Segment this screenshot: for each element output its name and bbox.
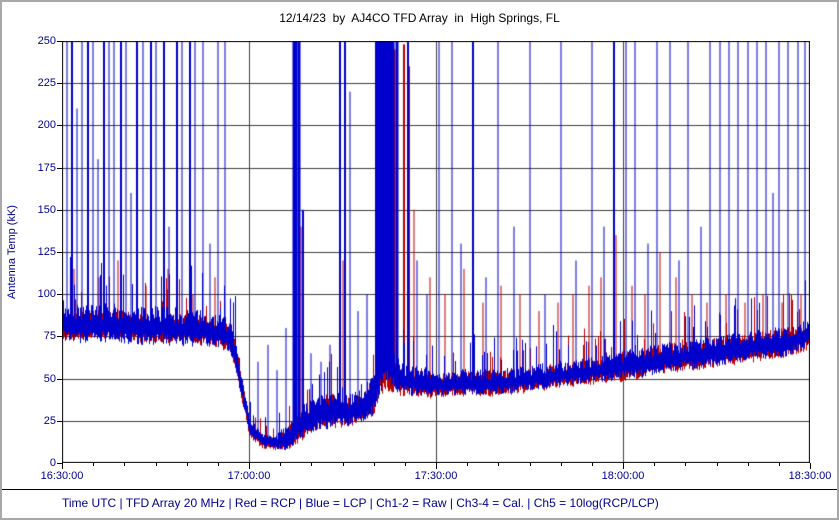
x-tick: [592, 463, 593, 466]
x-tick-label: 17:00:00: [227, 470, 271, 482]
y-tick: [57, 421, 62, 422]
x-tick: [654, 463, 655, 466]
x-tick: [623, 463, 624, 469]
x-tick: [685, 463, 686, 466]
y-tick: [57, 210, 62, 211]
page-title: 12/14/23 by AJ4CO TFD Array in High Spri…: [279, 11, 560, 25]
y-tick-label: 125: [37, 246, 56, 258]
y-tick-label: 75: [43, 330, 56, 342]
x-tick: [343, 463, 344, 466]
x-tick: [405, 463, 406, 466]
x-tick-label: 18:00:00: [601, 470, 645, 482]
x-tick: [124, 463, 125, 466]
x-tick: [249, 463, 250, 469]
x-tick-label: 18:30:00: [788, 470, 832, 482]
y-tick: [57, 83, 62, 84]
y-tick-label: 225: [37, 77, 56, 89]
y-tick: [57, 168, 62, 169]
x-tick: [62, 463, 63, 469]
y-tick-label: 100: [37, 288, 56, 300]
x-tick: [810, 463, 811, 469]
footer-caption: Time UTC | TFD Array 20 MHz | Red = RCP …: [2, 489, 837, 510]
x-tick-label: 16:30:00: [40, 470, 84, 482]
y-tick: [57, 294, 62, 295]
x-tick: [779, 463, 780, 466]
y-tick: [57, 463, 62, 464]
x-tick: [748, 463, 749, 466]
y-tick-label: 150: [37, 204, 56, 216]
x-tick: [93, 463, 94, 466]
y-tick: [57, 379, 62, 380]
y-tick-label: 25: [43, 415, 56, 427]
y-tick-label: 50: [43, 373, 56, 385]
y-axis-label: Antenna Temp (kK): [6, 205, 18, 299]
y-tick: [57, 41, 62, 42]
y-tick-label: 175: [37, 162, 56, 174]
x-tick: [467, 463, 468, 466]
y-tick: [57, 125, 62, 126]
x-tick: [374, 463, 375, 466]
x-tick: [561, 463, 562, 466]
x-tick-label: 17:30:00: [414, 470, 458, 482]
x-tick: [218, 463, 219, 466]
y-tick: [57, 336, 62, 337]
y-tick-label: 200: [37, 119, 56, 131]
x-tick: [530, 463, 531, 466]
x-tick: [156, 463, 157, 466]
y-tick-label: 0: [49, 457, 56, 469]
plot-area: [62, 41, 810, 463]
x-tick: [717, 463, 718, 466]
x-tick: [187, 463, 188, 466]
x-tick: [436, 463, 437, 469]
x-tick: [498, 463, 499, 466]
x-tick: [311, 463, 312, 466]
y-tick: [57, 252, 62, 253]
y-tick-label: 250: [37, 35, 56, 47]
x-tick: [280, 463, 281, 466]
